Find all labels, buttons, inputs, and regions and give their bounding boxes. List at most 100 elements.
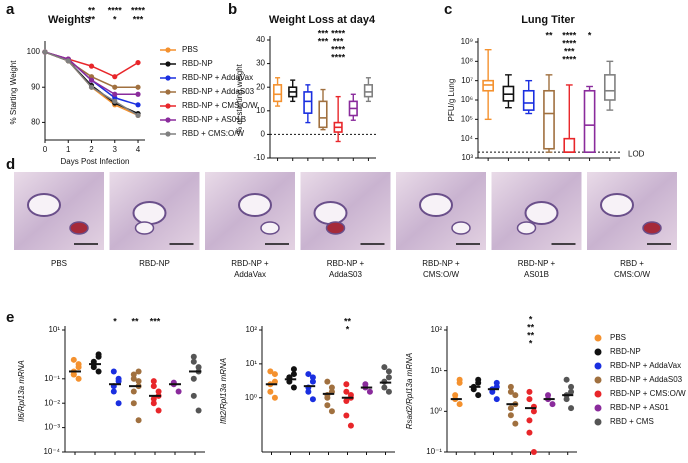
dot: [135, 417, 142, 424]
y-axis-label: Rsad2/Rpl13a mRNA: [405, 353, 414, 429]
histology-image: [587, 172, 677, 250]
dot: [115, 400, 122, 407]
legend-marker: [594, 404, 602, 412]
y-tick-label: 0: [261, 130, 266, 139]
annotation: ****: [562, 38, 577, 48]
dot: [130, 371, 137, 378]
dot: [381, 384, 388, 391]
dot: [195, 364, 202, 371]
point: [112, 91, 118, 97]
y-axis-label: % of starting weight: [235, 63, 244, 134]
box: [363, 84, 374, 98]
dot: [305, 388, 312, 395]
y-tick-label: 10²: [245, 325, 257, 334]
dot: [530, 449, 537, 455]
dot: [190, 375, 197, 382]
box: [603, 74, 616, 101]
y-axis-label: Il6/Rpl13a mRNA: [17, 360, 26, 422]
y-tick-label: 10⁴: [461, 134, 474, 143]
y-tick-label: 10⁹: [461, 37, 473, 46]
point: [135, 102, 141, 108]
histology-label: RBD-NP +: [422, 259, 460, 268]
dot: [305, 371, 312, 378]
y-tick-label: 10⁰: [245, 393, 257, 402]
annotation: *: [346, 324, 350, 334]
histology-label: RBD +: [620, 259, 644, 268]
dot: [366, 388, 373, 395]
panel-label: a: [6, 1, 15, 18]
y-tick-label: 10⁶: [461, 95, 473, 104]
dot: [530, 408, 537, 415]
annotation: **: [344, 316, 352, 326]
airway: [132, 201, 167, 225]
vessel: [451, 221, 471, 235]
dot: [507, 383, 514, 390]
dot: [343, 412, 350, 419]
y-tick-label: -10: [253, 153, 265, 162]
chart-title: Lung Titer: [521, 14, 575, 26]
legend-label: RBD-NP: [610, 347, 641, 356]
vessel: [69, 221, 89, 235]
box: [583, 89, 596, 153]
y-tick-label: 10¹: [48, 325, 60, 334]
dot: [155, 407, 162, 414]
y-tick-label: 10³: [461, 153, 473, 162]
annotation: *: [529, 338, 533, 348]
dot: [324, 402, 331, 409]
x-tick-label: 0: [43, 145, 48, 154]
dot: [512, 420, 519, 427]
legend-marker: [594, 362, 602, 370]
legend-label: RBD-NP + AddaVax: [182, 73, 253, 82]
y-tick-label: 90: [31, 82, 40, 91]
dot: [475, 376, 482, 383]
point: [112, 74, 118, 80]
annotation: ****: [331, 28, 346, 38]
airway: [238, 193, 272, 217]
annotation: ***: [333, 36, 344, 46]
annotation: ****: [131, 5, 146, 15]
dot: [343, 398, 350, 405]
y-tick-label: 10²: [430, 325, 442, 334]
dot: [563, 376, 570, 383]
y-tick-label: 10⁻⁴: [43, 447, 60, 456]
point: [88, 84, 95, 90]
dot: [526, 429, 533, 436]
dot: [493, 396, 500, 403]
annotation: **: [527, 322, 535, 332]
dot: [290, 384, 297, 391]
dot: [70, 356, 77, 363]
y-tick-label: 30: [256, 59, 265, 68]
dot: [475, 392, 482, 399]
point: [135, 84, 141, 90]
point: [112, 98, 118, 104]
box: [272, 84, 283, 103]
dot: [290, 371, 297, 378]
legend-label: PBS: [182, 45, 198, 54]
dot: [385, 368, 392, 375]
histology-label: RBD-NP +: [518, 259, 556, 268]
y-tick-label: 10⁵: [461, 114, 473, 123]
dot: [75, 375, 82, 382]
dot: [290, 366, 297, 373]
airway: [419, 193, 453, 217]
legend-label: RBD + CMS:O/W: [182, 129, 244, 138]
point: [112, 84, 118, 90]
annotation: ****: [331, 52, 346, 62]
annotation: **: [545, 30, 553, 40]
histology-label: AddaS03: [329, 270, 362, 279]
dot: [130, 400, 137, 407]
dot: [110, 388, 117, 395]
y-tick-label: 10⁻³: [44, 423, 60, 432]
dot: [95, 351, 102, 358]
annotation: ***: [564, 46, 575, 56]
legend-label: RBD-NP + AddaVax: [610, 361, 681, 370]
histology-label: RBD-NP +: [327, 259, 365, 268]
dot: [456, 376, 463, 383]
x-axis-label: Days Post Infection: [61, 157, 130, 166]
dot: [362, 381, 369, 388]
legend-marker: [165, 117, 171, 123]
reference-label: LOD: [628, 149, 645, 158]
annotation: *: [529, 314, 533, 324]
